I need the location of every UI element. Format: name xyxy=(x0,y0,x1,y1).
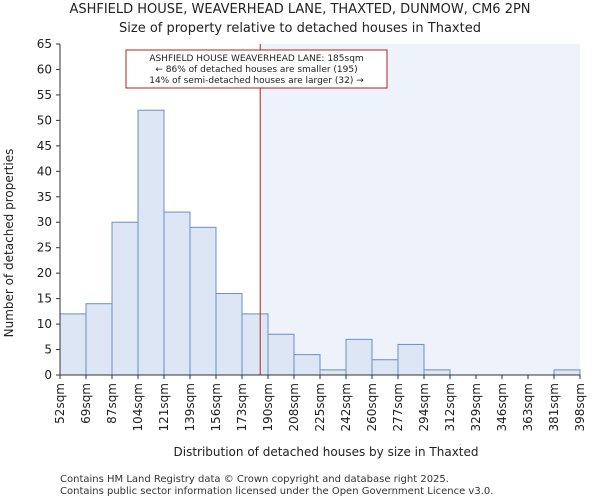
bar xyxy=(85,303,113,376)
x-tick-label: 173sqm xyxy=(235,383,249,431)
bar xyxy=(397,343,425,376)
y-tick-label: 60 xyxy=(37,62,52,76)
bar xyxy=(111,221,139,376)
x-tick-label: 363sqm xyxy=(521,383,535,431)
bar-series xyxy=(59,109,581,376)
x-axis-label: Distribution of detached houses by size … xyxy=(174,445,479,459)
x-tick-label: 121sqm xyxy=(157,383,171,431)
x-tick-label: 208sqm xyxy=(287,383,301,431)
y-axis-label: Number of detached properties xyxy=(2,149,16,338)
annotation-line-1: ASHFIELD HOUSE WEAVERHEAD LANE: 185sqm xyxy=(149,54,363,64)
bar xyxy=(293,354,321,376)
bar xyxy=(267,333,295,376)
y-tick-label: 65 xyxy=(37,37,52,51)
bar xyxy=(423,369,451,376)
x-tick-label: 346sqm xyxy=(495,383,509,431)
bar xyxy=(241,313,269,376)
x-tick-label: 329sqm xyxy=(469,383,483,431)
x-tick-label: 52sqm xyxy=(53,383,67,424)
x-tick-label: 225sqm xyxy=(313,383,327,431)
bar xyxy=(319,369,347,376)
x-tick-label: 242sqm xyxy=(339,383,353,431)
larger-region-shading xyxy=(260,44,580,375)
x-tick-label: 381sqm xyxy=(547,383,561,431)
y-tick-label: 40 xyxy=(37,164,52,178)
y-tick-label: 25 xyxy=(37,241,52,255)
y-tick-label: 15 xyxy=(37,292,52,306)
bar xyxy=(215,293,243,376)
bar xyxy=(59,313,87,376)
annotation-box: ASHFIELD HOUSE WEAVERHEAD LANE: 185sqm ←… xyxy=(125,49,388,89)
x-tick-label: 294sqm xyxy=(417,383,431,431)
y-tick-label: 5 xyxy=(44,343,52,357)
annotation-line-2: ← 86% of detached houses are smaller (19… xyxy=(155,65,357,75)
annotation-frame xyxy=(125,49,388,89)
bar xyxy=(137,109,165,376)
footer-line-2: Contains public sector information licen… xyxy=(60,486,493,497)
y-tick-label: 55 xyxy=(37,88,52,102)
x-tick-label: 277sqm xyxy=(391,383,405,431)
y-tick-label: 45 xyxy=(37,139,52,153)
x-tick-label: 312sqm xyxy=(443,383,457,431)
y-tick-label: 0 xyxy=(44,368,52,382)
chart-subtitle: Size of property relative to detached ho… xyxy=(119,21,481,36)
x-tick-label: 87sqm xyxy=(105,383,119,424)
x-tick-label: 104sqm xyxy=(131,383,145,431)
x-tick-label: 190sqm xyxy=(261,383,275,431)
y-tick-label: 35 xyxy=(37,190,52,204)
bar xyxy=(163,211,191,376)
x-tick-label: 69sqm xyxy=(79,383,93,424)
y-ticks: 0 5 10 15 20 25 30 35 40 45 50 55 60 65 xyxy=(37,37,60,382)
x-tick-label: 156sqm xyxy=(209,383,223,431)
footer-line-1: Contains HM Land Registry data © Crown c… xyxy=(60,474,449,485)
bar xyxy=(553,369,581,376)
y-tick-label: 20 xyxy=(37,266,52,280)
annotation-line-3: 14% of semi-detached houses are larger (… xyxy=(149,76,364,86)
bar xyxy=(189,226,217,376)
bar xyxy=(371,359,399,376)
x-ticks: 52sqm 69sqm 87sqm 104sqm 121sqm 139sqm 156sqm 1… xyxy=(53,375,587,431)
y-tick-label: 30 xyxy=(37,215,52,229)
chart-title: ASHFIELD HOUSE, WEAVERHEAD LANE, THAXTED… xyxy=(69,2,530,17)
x-tick-label: 139sqm xyxy=(183,383,197,431)
y-tick-label: 10 xyxy=(37,317,52,331)
bar xyxy=(345,338,373,376)
x-tick-label: 260sqm xyxy=(365,383,379,431)
x-tick-label: 398sqm xyxy=(573,383,587,431)
y-tick-label: 50 xyxy=(37,113,52,127)
